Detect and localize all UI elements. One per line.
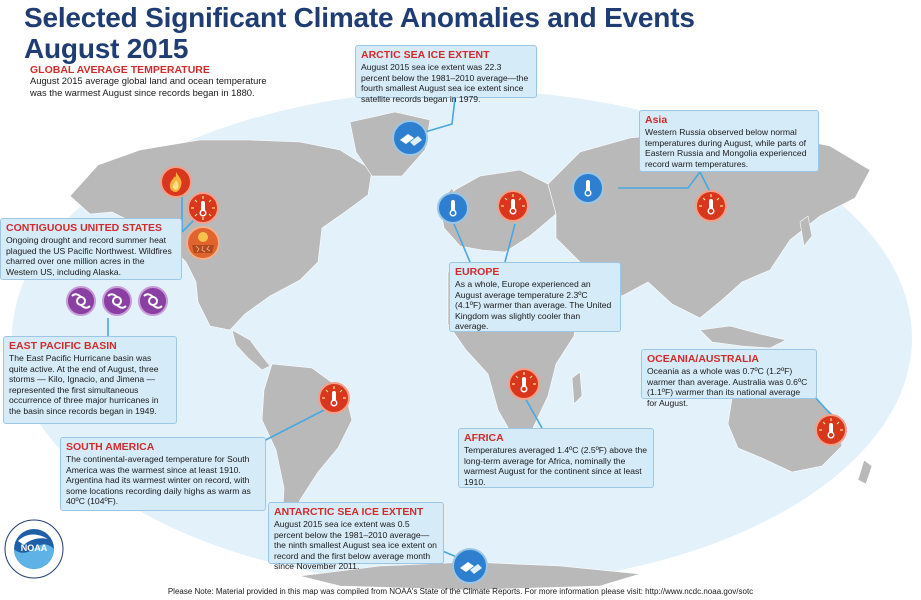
south-america-text: The continental-averaged temperature for…	[66, 454, 251, 507]
indonesia-landmass	[699, 325, 787, 349]
central-america-landmass	[231, 329, 271, 371]
leader-europe	[504, 223, 516, 263]
contiguous-us-text: Ongoing drought and record summer heat p…	[6, 235, 172, 277]
new-zealand-landmass	[857, 459, 873, 485]
arctic-sea-ice-heading: ARCTIC SEA ICE EXTENT	[361, 49, 490, 61]
leader-europe-2	[453, 223, 471, 263]
arctic-sea-ice-box: ARCTIC SEA ICE EXTENT August 2015 sea ic…	[355, 45, 537, 104]
hurricane-kilo-icon	[66, 286, 96, 316]
hurricane-jimena-icon	[138, 286, 168, 316]
warm-thermometer-asia-icon	[695, 190, 727, 222]
oceania-australia-heading: OCEANIA/AUSTRALIA	[647, 353, 759, 365]
title-line-1: Selected Significant Climate Anomalies a…	[24, 2, 695, 33]
east-pacific-basin-heading: EAST PACIFIC BASIN	[9, 340, 117, 352]
europe-heading: EUROPE	[455, 266, 500, 278]
warm-thermometer-south-america-icon	[318, 382, 350, 414]
oceania-australia-text: Oceania as a whole was 0.7ºC (1.2ºF) war…	[647, 366, 808, 408]
warm-thermometer-europe-icon	[497, 190, 529, 222]
warm-thermometer-icon	[187, 192, 219, 224]
antarctic-sea-ice-box: ANTARCTIC SEA ICE EXTENT August 2015 sea…	[268, 502, 444, 571]
global-average-temperature-text: August 2015 average global land and ocea…	[30, 75, 267, 98]
title-line-2: August 2015	[24, 33, 189, 64]
wildfire-icon	[160, 166, 192, 198]
warm-thermometer-africa-icon	[508, 368, 540, 400]
madagascar-landmass	[571, 371, 583, 405]
cool-thermometer-russia-icon	[572, 172, 604, 204]
south-america-box: SOUTH AMERICA The continental-averaged t…	[60, 437, 266, 511]
east-pacific-basin-box: EAST PACIFIC BASIN The East Pacific Hurr…	[3, 336, 177, 424]
cool-thermometer-uk-icon	[437, 192, 469, 224]
noaa-logo-text: NOAA	[21, 543, 48, 553]
africa-box: AFRICA Temperatures averaged 1.4ºC (2.5º…	[458, 428, 654, 488]
footer-note: Please Note: Material provided in this m…	[167, 587, 754, 596]
asia-text: Western Russia observed below normal tem…	[645, 127, 807, 169]
contiguous-us-heading: CONTIGUOUS UNITED STATES	[6, 222, 162, 234]
east-pacific-basin-text: The East Pacific Hurricane basin was qui…	[9, 353, 159, 416]
noaa-logo: NOAA	[4, 519, 64, 584]
global-average-temperature-heading: GLOBAL AVERAGE TEMPERATURE	[30, 64, 210, 76]
contiguous-us-box: CONTIGUOUS UNITED STATES Ongoing drought…	[0, 218, 182, 280]
arctic-sea-ice-text: August 2015 sea ice extent was 22.3 perc…	[361, 62, 529, 104]
leader-asia	[618, 171, 701, 189]
asia-heading: Asia	[645, 114, 668, 126]
europe-text: As a whole, Europe experienced an August…	[455, 279, 612, 332]
warm-thermometer-australia-icon	[815, 414, 847, 446]
europe-box: EUROPE As a whole, Europe experienced an…	[449, 262, 621, 332]
leader-arctic	[424, 97, 456, 133]
japan-landmass	[799, 215, 813, 247]
hurricane-ignacio-icon	[102, 286, 132, 316]
south-america-heading: SOUTH AMERICA	[66, 441, 155, 453]
drought-icon	[186, 226, 220, 260]
leader-africa	[523, 395, 543, 429]
antarctic-sea-ice-text: August 2015 sea ice extent was 0.5 perce…	[274, 519, 437, 572]
africa-heading: AFRICA	[464, 432, 504, 444]
antarctic-sea-ice-heading: ANTARCTIC SEA ICE EXTENT	[274, 506, 424, 518]
antarctic-sea-ice-icon	[452, 548, 488, 584]
africa-text: Temperatures averaged 1.4ºC (2.5ºF) abov…	[464, 445, 648, 487]
oceania-australia-box: OCEANIA/AUSTRALIA Oceania as a whole was…	[641, 349, 817, 408]
arctic-sea-ice-icon	[392, 120, 428, 156]
asia-box: Asia Western Russia observed below norma…	[639, 110, 819, 172]
page-title: Selected Significant Climate Anomalies a…	[24, 2, 695, 64]
